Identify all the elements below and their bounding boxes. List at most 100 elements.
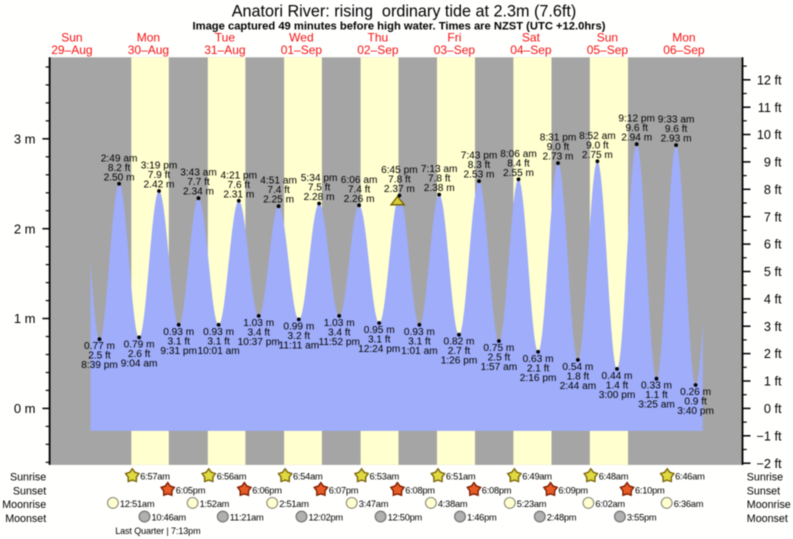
svg-text:−1 ft: −1 ft — [756, 429, 782, 443]
svg-text:6:06 am: 6:06 am — [341, 175, 378, 186]
svg-text:2.73 m: 2.73 m — [543, 152, 574, 163]
svg-text:9.0 ft: 9.0 ft — [586, 140, 609, 151]
svg-text:5:23am: 5:23am — [517, 499, 547, 509]
svg-text:8.4 ft: 8.4 ft — [507, 158, 530, 169]
svg-text:2.55 m: 2.55 m — [503, 168, 534, 179]
svg-text:6:54am: 6:54am — [293, 472, 323, 482]
svg-text:Sat: Sat — [522, 31, 541, 45]
svg-text:6:36am: 6:36am — [674, 499, 704, 509]
svg-text:2.5 ft: 2.5 ft — [488, 353, 511, 364]
svg-text:Sun: Sun — [61, 31, 82, 45]
svg-text:01–Sep: 01–Sep — [281, 43, 323, 57]
svg-text:9.0 ft: 9.0 ft — [547, 142, 570, 153]
svg-text:1:57 am: 1:57 am — [481, 362, 518, 373]
svg-text:2.34 m: 2.34 m — [183, 187, 214, 198]
svg-text:1 ft: 1 ft — [764, 375, 782, 389]
svg-text:6:45 pm: 6:45 pm — [381, 165, 418, 176]
svg-text:7.7 ft: 7.7 ft — [187, 177, 210, 188]
svg-text:12:50pm: 12:50pm — [388, 513, 423, 523]
svg-text:7.5 ft: 7.5 ft — [308, 183, 331, 194]
svg-text:12:02pm: 12:02pm — [309, 513, 344, 523]
svg-text:Moonset: Moonset — [747, 513, 788, 525]
svg-text:5 ft: 5 ft — [764, 265, 782, 279]
svg-text:2:51am: 2:51am — [279, 499, 309, 509]
svg-text:3.2 ft: 3.2 ft — [288, 331, 311, 342]
svg-text:3:25 am: 3:25 am — [638, 400, 675, 411]
svg-text:12:51am: 12:51am — [120, 499, 155, 509]
svg-text:9.6 ft: 9.6 ft — [625, 123, 648, 134]
svg-text:1.4 ft: 1.4 ft — [606, 380, 629, 391]
svg-text:3:47am: 3:47am — [359, 499, 389, 509]
svg-text:Fri: Fri — [447, 31, 461, 45]
svg-text:7 ft: 7 ft — [764, 210, 782, 224]
svg-text:2:48pm: 2:48pm — [547, 513, 577, 523]
svg-text:11 ft: 11 ft — [758, 101, 782, 115]
svg-text:0.9 ft: 0.9 ft — [684, 397, 707, 408]
svg-text:5:34 pm: 5:34 pm — [301, 173, 338, 184]
svg-text:0 ft: 0 ft — [764, 402, 782, 416]
svg-text:04–Sep: 04–Sep — [510, 43, 552, 57]
svg-text:11:11 am: 11:11 am — [278, 340, 319, 351]
svg-text:2.6 ft: 2.6 ft — [128, 349, 151, 360]
svg-text:1:26 pm: 1:26 pm — [441, 356, 478, 367]
svg-text:0.93 m: 0.93 m — [404, 327, 435, 338]
svg-text:9:33 am: 9:33 am — [658, 115, 695, 126]
svg-text:02–Sep: 02–Sep — [357, 43, 399, 57]
svg-text:2.7 ft: 2.7 ft — [448, 346, 471, 357]
svg-text:3.1 ft: 3.1 ft — [368, 335, 391, 346]
svg-text:2.53 m: 2.53 m — [464, 170, 495, 181]
svg-text:6:02am: 6:02am — [595, 499, 625, 509]
svg-text:3:40 pm: 3:40 pm — [677, 406, 714, 417]
svg-text:6:05pm: 6:05pm — [176, 485, 206, 495]
svg-text:0.75 m: 0.75 m — [483, 343, 514, 354]
svg-text:3:43 am: 3:43 am — [180, 168, 217, 179]
svg-text:6:51am: 6:51am — [446, 472, 476, 482]
svg-text:0 m: 0 m — [14, 401, 36, 416]
svg-text:3 m: 3 m — [14, 132, 36, 147]
svg-text:7.9 ft: 7.9 ft — [148, 170, 171, 181]
svg-text:6:48am: 6:48am — [599, 472, 629, 482]
svg-text:31–Aug: 31–Aug — [204, 43, 245, 57]
svg-text:2.25 m: 2.25 m — [263, 195, 294, 206]
svg-text:0.63 m: 0.63 m — [523, 354, 554, 365]
svg-text:0.54 m: 0.54 m — [562, 362, 593, 373]
svg-text:0.77 m: 0.77 m — [84, 341, 115, 352]
svg-text:11:21am: 11:21am — [230, 513, 264, 523]
svg-text:3:00 pm: 3:00 pm — [599, 390, 636, 401]
svg-text:0.82 m: 0.82 m — [444, 337, 475, 348]
svg-text:3.4 ft: 3.4 ft — [328, 327, 351, 338]
svg-text:10:37 pm: 10:37 pm — [238, 337, 280, 348]
svg-text:7:43 pm: 7:43 pm — [461, 151, 498, 162]
svg-text:2.1 ft: 2.1 ft — [527, 363, 550, 374]
svg-text:1:46pm: 1:46pm — [467, 513, 497, 523]
svg-text:2:16 pm: 2:16 pm — [520, 373, 557, 384]
svg-text:2:49 am: 2:49 am — [101, 153, 138, 164]
svg-text:3.1 ft: 3.1 ft — [167, 336, 190, 347]
svg-text:1.8 ft: 1.8 ft — [567, 371, 590, 382]
svg-text:9:04 am: 9:04 am — [121, 358, 158, 369]
svg-text:30–Aug: 30–Aug — [128, 43, 169, 57]
svg-text:Last Quarter | 7:13pm: Last Quarter | 7:13pm — [115, 526, 200, 536]
svg-text:9.6 ft: 9.6 ft — [665, 124, 688, 135]
svg-text:2.50 m: 2.50 m — [104, 172, 135, 183]
svg-text:10 ft: 10 ft — [757, 128, 782, 142]
svg-text:2.28 m: 2.28 m — [304, 192, 335, 203]
svg-text:9:31 pm: 9:31 pm — [160, 346, 197, 357]
svg-text:7:13 am: 7:13 am — [421, 164, 458, 175]
svg-text:1:52am: 1:52am — [200, 499, 230, 509]
svg-text:2.5 ft: 2.5 ft — [88, 351, 111, 362]
svg-text:12 ft: 12 ft — [757, 73, 782, 87]
svg-text:Moonrise: Moonrise — [747, 499, 791, 511]
svg-text:6:07pm: 6:07pm — [329, 485, 359, 495]
svg-text:9 ft: 9 ft — [764, 156, 782, 170]
svg-text:6:46am: 6:46am — [675, 472, 705, 482]
svg-text:8.2 ft: 8.2 ft — [108, 163, 131, 174]
svg-text:11:52 pm: 11:52 pm — [318, 337, 359, 348]
svg-text:2.94 m: 2.94 m — [621, 133, 652, 144]
svg-text:2 ft: 2 ft — [764, 347, 782, 361]
svg-text:1.03 m: 1.03 m — [324, 318, 355, 329]
svg-text:8:52 am: 8:52 am — [579, 131, 616, 142]
svg-text:3:55pm: 3:55pm — [627, 513, 657, 523]
svg-text:Tue: Tue — [215, 31, 236, 45]
svg-text:Sunrise: Sunrise — [747, 471, 783, 483]
